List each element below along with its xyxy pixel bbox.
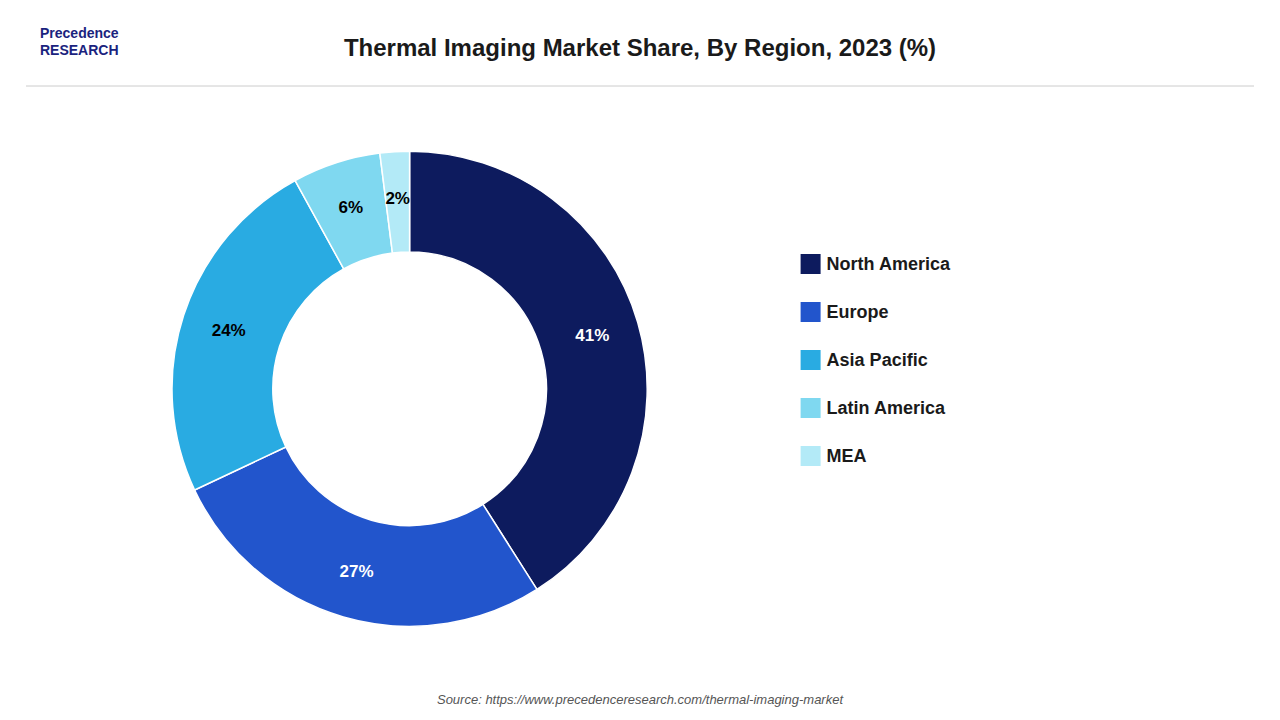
svg-text:Europe: Europe: [827, 302, 889, 322]
svg-text:27%: 27%: [340, 562, 374, 581]
svg-text:Precedence: Precedence: [40, 25, 119, 41]
svg-text:6%: 6%: [339, 198, 364, 217]
svg-text:Source: https://www.precedence: Source: https://www.precedenceresearch.c…: [437, 692, 844, 707]
svg-text:RESEARCH: RESEARCH: [40, 42, 119, 58]
svg-text:24%: 24%: [212, 321, 246, 340]
svg-text:2%: 2%: [385, 189, 410, 208]
svg-text:North America: North America: [827, 254, 951, 274]
svg-text:Asia Pacific: Asia Pacific: [827, 350, 928, 370]
svg-text:MEA: MEA: [827, 446, 867, 466]
svg-text:41%: 41%: [575, 326, 609, 345]
svg-text:Thermal Imaging Market Share,: Thermal Imaging Market Share, By Region,…: [344, 34, 936, 61]
svg-text:Latin America: Latin America: [827, 398, 946, 418]
